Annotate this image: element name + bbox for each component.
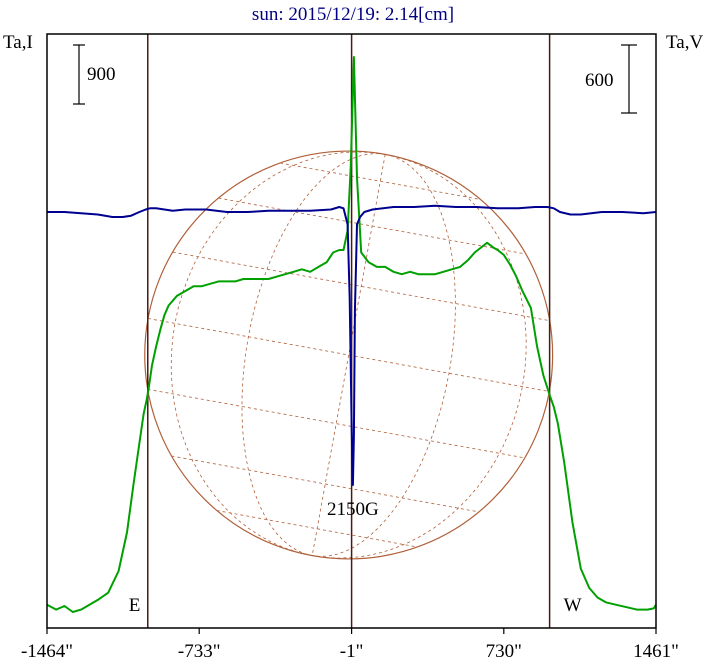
field-strength-annotation: 2150G bbox=[327, 499, 379, 520]
latitude-line bbox=[171, 455, 479, 513]
latitude-line bbox=[279, 162, 481, 200]
limb-lines bbox=[147, 34, 551, 628]
series-group bbox=[46, 56, 657, 613]
longitude-line bbox=[170, 151, 386, 556]
solar-disk-outline bbox=[144, 150, 554, 560]
x-tick-label: -733" bbox=[178, 641, 221, 662]
longitude-line bbox=[241, 153, 386, 556]
chart-title: sun: 2015/12/19: 2.14[cm] bbox=[252, 4, 454, 25]
left-axis-label: Ta,I bbox=[3, 32, 33, 53]
west-limb-label: W bbox=[564, 595, 582, 616]
east-limb-label: E bbox=[129, 595, 141, 616]
right-scale-label: 600 bbox=[585, 70, 614, 91]
latitude-line bbox=[216, 510, 418, 548]
left-scale-bar bbox=[73, 44, 85, 105]
longitude-line bbox=[311, 154, 386, 556]
x-axis-ticks: -1464" -733" -1" 730" 1461" bbox=[21, 628, 679, 662]
solar-disk-grid bbox=[144, 150, 554, 560]
latitude-line bbox=[147, 388, 525, 459]
x-tick-label: -1464" bbox=[21, 641, 73, 662]
longitude-line bbox=[312, 154, 456, 557]
intensity-line bbox=[46, 56, 657, 613]
right-scale-bar bbox=[621, 44, 637, 114]
polarization-line bbox=[47, 204, 657, 486]
latitude-line bbox=[147, 318, 550, 392]
x-tick-label: 730" bbox=[486, 641, 522, 662]
x-tick-label: 1461" bbox=[633, 641, 679, 662]
longitude-line bbox=[312, 154, 527, 559]
left-scale-label: 900 bbox=[87, 64, 116, 85]
x-tick-label: -1" bbox=[340, 641, 364, 662]
right-axis-label: Ta,V bbox=[666, 32, 703, 53]
latitude-line bbox=[172, 251, 550, 322]
